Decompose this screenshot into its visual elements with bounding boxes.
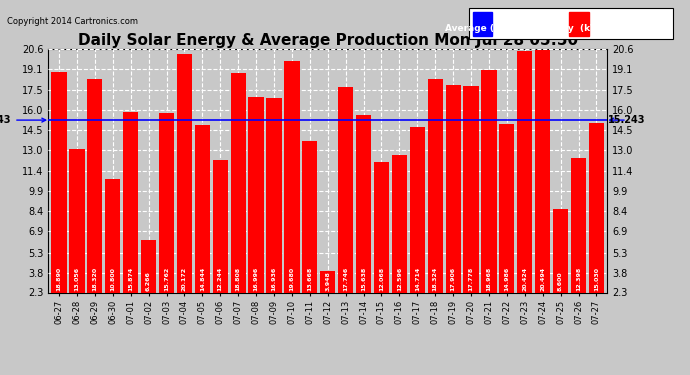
Text: 15.874: 15.874 xyxy=(128,266,133,291)
Bar xyxy=(105,179,120,292)
Text: 12.068: 12.068 xyxy=(379,266,384,291)
Bar xyxy=(464,86,479,292)
Text: 13.056: 13.056 xyxy=(75,266,79,291)
Bar xyxy=(123,112,138,292)
Bar xyxy=(320,270,335,292)
Bar xyxy=(141,240,156,292)
Bar xyxy=(374,162,389,292)
Bar xyxy=(392,155,407,292)
Text: Average (kWh): Average (kWh) xyxy=(444,24,520,33)
Text: 14.844: 14.844 xyxy=(200,266,205,291)
Text: 15.243: 15.243 xyxy=(608,115,646,125)
Bar xyxy=(338,87,353,292)
Text: 12.596: 12.596 xyxy=(397,266,402,291)
Bar xyxy=(500,123,515,292)
Text: 18.808: 18.808 xyxy=(236,266,241,291)
Bar xyxy=(284,61,299,292)
Text: 10.800: 10.800 xyxy=(110,267,115,291)
Text: 17.906: 17.906 xyxy=(451,266,455,291)
Text: 3.948: 3.948 xyxy=(325,271,331,291)
Text: 12.244: 12.244 xyxy=(218,266,223,291)
Bar xyxy=(177,54,192,292)
Bar xyxy=(535,50,551,292)
Text: 16.936: 16.936 xyxy=(271,266,277,291)
Bar xyxy=(428,79,443,292)
Bar xyxy=(410,127,425,292)
Text: 16.996: 16.996 xyxy=(254,266,259,291)
Bar xyxy=(248,97,264,292)
Text: 18.968: 18.968 xyxy=(486,266,491,291)
Text: 14.986: 14.986 xyxy=(504,266,509,291)
Bar xyxy=(518,51,533,292)
Text: 15.030: 15.030 xyxy=(594,267,599,291)
Text: 20.172: 20.172 xyxy=(182,266,187,291)
Text: Daily  (kWh): Daily (kWh) xyxy=(548,24,610,33)
Text: 20.424: 20.424 xyxy=(522,266,527,291)
Bar xyxy=(230,73,246,292)
Text: 13.668: 13.668 xyxy=(307,266,313,291)
Bar xyxy=(159,113,174,292)
Bar xyxy=(52,72,67,292)
Text: 15.762: 15.762 xyxy=(164,266,169,291)
Bar xyxy=(553,209,569,292)
Bar xyxy=(571,158,586,292)
Bar xyxy=(302,141,317,292)
Bar xyxy=(589,123,604,292)
Text: 14.714: 14.714 xyxy=(415,266,420,291)
Bar xyxy=(213,160,228,292)
Text: 12.398: 12.398 xyxy=(576,266,581,291)
Text: 15.638: 15.638 xyxy=(361,266,366,291)
Text: 18.320: 18.320 xyxy=(92,266,97,291)
Title: Daily Solar Energy & Average Production Mon Jul 28 05:50: Daily Solar Energy & Average Production … xyxy=(78,33,578,48)
Text: 17.778: 17.778 xyxy=(469,266,473,291)
Bar xyxy=(446,85,461,292)
Text: 20.494: 20.494 xyxy=(540,266,545,291)
Bar xyxy=(70,149,85,292)
Text: 18.324: 18.324 xyxy=(433,266,437,291)
Bar xyxy=(87,79,103,292)
Bar xyxy=(482,70,497,292)
Bar xyxy=(266,98,282,292)
Text: 8.600: 8.600 xyxy=(558,271,563,291)
Bar xyxy=(195,125,210,292)
Text: 17.746: 17.746 xyxy=(343,266,348,291)
Text: 18.890: 18.890 xyxy=(57,266,61,291)
Bar xyxy=(356,115,371,292)
Text: 6.266: 6.266 xyxy=(146,271,151,291)
Text: 15.243: 15.243 xyxy=(0,115,46,125)
Text: Copyright 2014 Cartronics.com: Copyright 2014 Cartronics.com xyxy=(7,17,138,26)
Text: 19.680: 19.680 xyxy=(289,266,295,291)
